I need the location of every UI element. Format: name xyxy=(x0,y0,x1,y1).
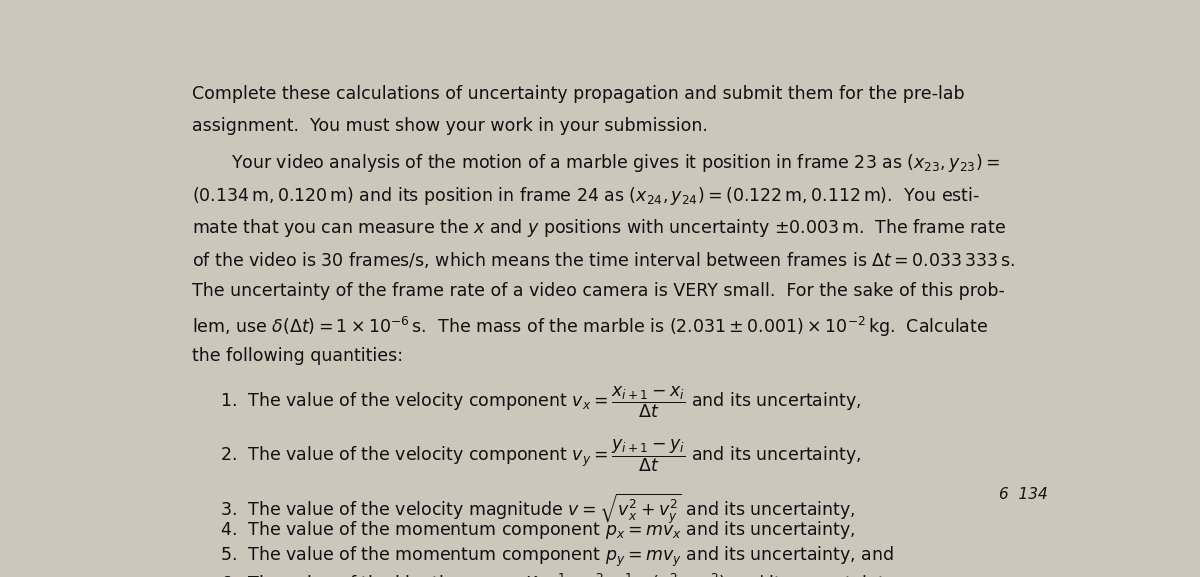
Text: mate that you can measure the $x$ and $y$ positions with uncertainty $\pm 0.003\: mate that you can measure the $x$ and $y… xyxy=(192,217,1006,239)
Text: The uncertainty of the frame rate of a video camera is VERY small.  For the sake: The uncertainty of the frame rate of a v… xyxy=(192,282,1004,300)
Text: the following quantities:: the following quantities: xyxy=(192,347,403,365)
Text: assignment.  You must show your work in your submission.: assignment. You must show your work in y… xyxy=(192,117,708,135)
Text: 3.  The value of the velocity magnitude $v = \sqrt{v_x^2 + v_y^2}$ and its uncer: 3. The value of the velocity magnitude $… xyxy=(220,491,856,526)
Text: $(0.134\,\mathrm{m}, 0.120\,\mathrm{m})$ and its position in frame 24 as $(x_{24: $(0.134\,\mathrm{m}, 0.120\,\mathrm{m})$… xyxy=(192,185,980,207)
Text: 4.  The value of the momentum component $p_x = mv_x$ and its uncertainty,: 4. The value of the momentum component $… xyxy=(220,519,856,541)
Text: of the video is 30 frames/s, which means the time interval between frames is $\D: of the video is 30 frames/s, which means… xyxy=(192,249,1015,269)
Text: 5.  The value of the momentum component $p_y = mv_y$ and its uncertainty, and: 5. The value of the momentum component $… xyxy=(220,545,894,569)
Text: 6  134: 6 134 xyxy=(998,488,1048,503)
Text: 6.  The value of the kinetic energy $K = \frac{1}{2}mv^2 = \frac{1}{2}m(v_x^2 + : 6. The value of the kinetic energy $K = … xyxy=(220,571,900,577)
Text: 1.  The value of the velocity component $v_x = \dfrac{x_{i+1} - x_i}{\Delta t}$ : 1. The value of the velocity component $… xyxy=(220,384,862,419)
Text: Your video analysis of the motion of a marble gives it position in frame 23 as $: Your video analysis of the motion of a m… xyxy=(230,152,1000,174)
Text: Complete these calculations of uncertainty propagation and submit them for the p: Complete these calculations of uncertain… xyxy=(192,85,965,103)
Text: lem, use $\delta(\Delta t) = 1 \times 10^{-6}\,\mathrm{s}$.  The mass of the mar: lem, use $\delta(\Delta t) = 1 \times 10… xyxy=(192,314,988,339)
Text: 2.  The value of the velocity component $v_y = \dfrac{y_{i+1} - y_i}{\Delta t}$ : 2. The value of the velocity component $… xyxy=(220,438,862,474)
